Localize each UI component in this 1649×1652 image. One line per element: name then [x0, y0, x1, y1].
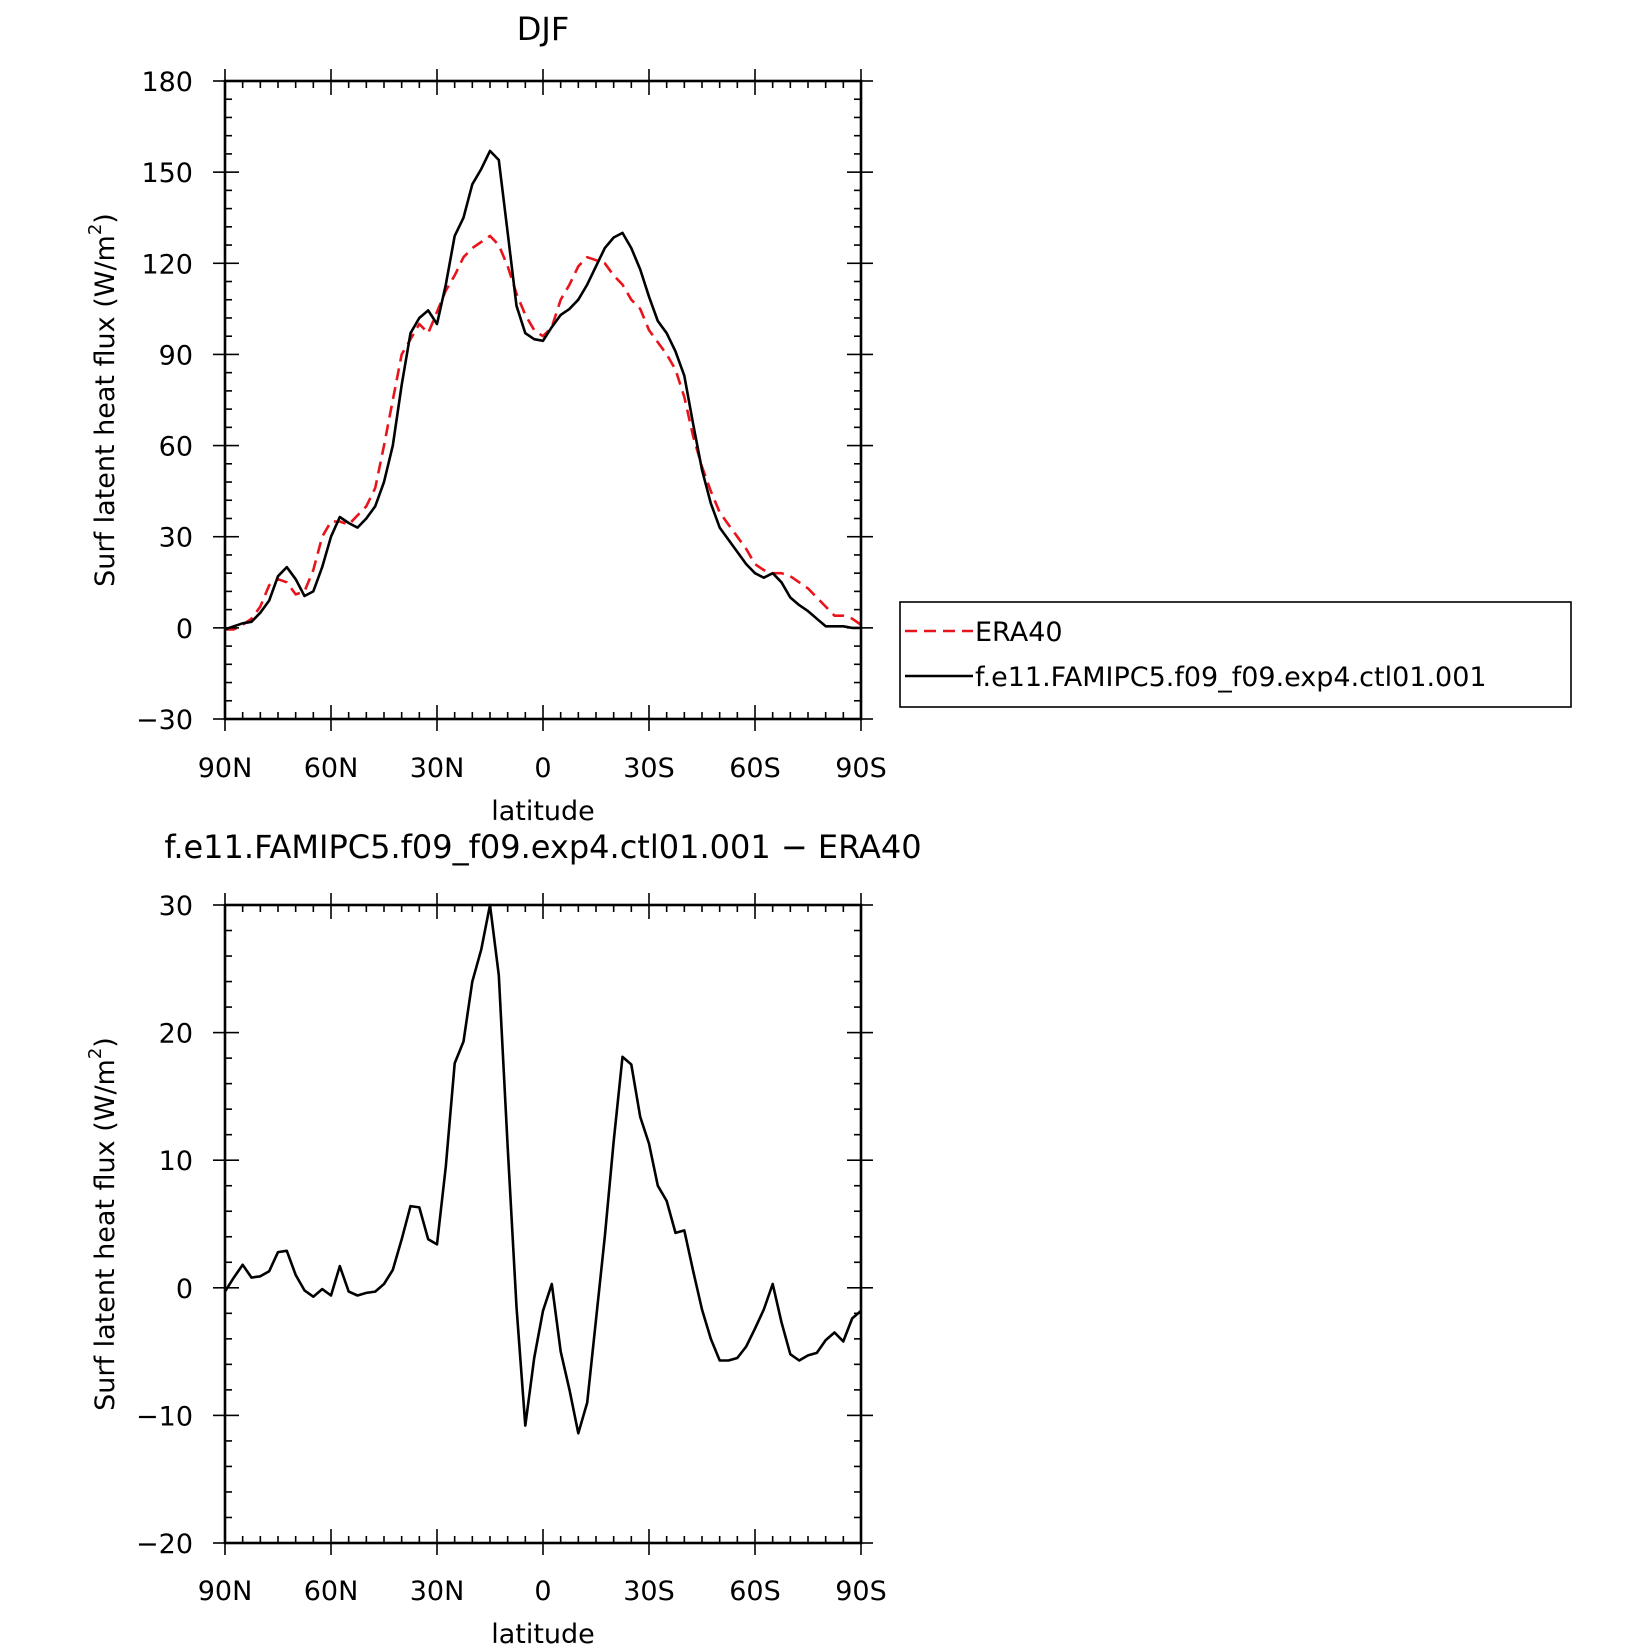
top-panel: DJF 90N 60N 30N 0 30S 60S 90S −30 0 30 60 90 120 150 1…	[85, 10, 887, 827]
top-y-tick-label: 30	[159, 523, 193, 554]
legend: ERA40 f.e11.FAMIPC5.f09_f09.exp4.ctl01.0…	[899, 601, 1572, 708]
legend-box	[899, 601, 1572, 708]
bottom-panel: f.e11.FAMIPC5.f09_f09.exp4.ctl01.001 − E…	[85, 828, 922, 1650]
legend-label-model: f.e11.FAMIPC5.f09_f09.exp4.ctl01.001	[975, 662, 1487, 693]
bottom-chart-title: f.e11.FAMIPC5.f09_f09.exp4.ctl01.001 − E…	[164, 828, 921, 866]
top-plot-frame	[223, 79, 863, 721]
bottom-x-tick-label: 0	[534, 1576, 551, 1607]
top-x-tick-label: 60S	[729, 753, 781, 784]
bottom-y-tick-label: −10	[136, 1401, 193, 1432]
top-y-tick-label: 120	[141, 249, 193, 280]
bottom-y-tick-label: 30	[159, 891, 193, 922]
bottom-x-tick-label: 60N	[304, 1576, 359, 1607]
bottom-y-tick-label: −20	[136, 1529, 193, 1560]
top-x-tick-label: 60N	[304, 753, 359, 784]
top-x-tick-label: 90S	[835, 753, 887, 784]
bottom-x-tick-label: 30S	[623, 1576, 675, 1607]
bottom-y-axis-label-main: Surf latent heat flux (W/m	[90, 1059, 121, 1411]
top-plot-area	[224, 149, 862, 631]
bottom-plot-area	[223, 903, 862, 1435]
top-y-tick-label: 150	[141, 158, 193, 189]
top-x-tick-label: 30S	[623, 753, 675, 784]
top-y-tick-label: 0	[176, 614, 193, 645]
bottom-axis-ticks: 90N 60N 30N 0 30S 60S 90S −20 −10 0 10 20 30	[136, 891, 887, 1607]
top-x-tick-label: 30N	[410, 753, 465, 784]
bottom-y-tick-label: 20	[159, 1019, 193, 1050]
top-x-axis-label: latitude	[491, 796, 595, 827]
top-y-tick-label: 180	[141, 67, 193, 98]
legend-label-era40: ERA40	[975, 617, 1063, 648]
bottom-y-axis-label-superscript: 2	[85, 1048, 106, 1059]
top-series-line-0	[225, 234, 862, 631]
bottom-x-tick-label: 90N	[198, 1576, 253, 1607]
top-series-line-1	[224, 149, 861, 631]
top-y-axis-label-close: )	[90, 213, 121, 224]
top-y-axis-label-main: Surf latent heat flux (W/m	[90, 235, 121, 587]
bottom-y-tick-label: 0	[176, 1274, 193, 1305]
bottom-x-tick-label: 30N	[410, 1576, 465, 1607]
top-y-tick-label: −30	[136, 705, 193, 736]
top-y-tick-label: 90	[159, 340, 193, 371]
bottom-y-tick-label: 10	[159, 1146, 193, 1177]
top-y-axis-label-superscript: 2	[85, 224, 106, 235]
bottom-y-axis-label-close: )	[90, 1037, 121, 1048]
top-chart-title: DJF	[517, 10, 569, 48]
bottom-x-axis-label: latitude	[491, 1619, 595, 1650]
bottom-plot-frame	[223, 903, 863, 1545]
top-y-axis-label: Surf latent heat flux (W/m2)	[85, 213, 121, 587]
top-y-tick-label: 60	[159, 432, 193, 463]
top-axis-ticks: 90N 60N 30N 0 30S 60S 90S −30 0 30 60 90 120 150 180	[136, 67, 887, 784]
bottom-series-line-0	[223, 903, 862, 1435]
top-x-tick-label: 0	[534, 753, 551, 784]
bottom-x-tick-label: 60S	[729, 1576, 781, 1607]
bottom-x-tick-label: 90S	[835, 1576, 887, 1607]
top-x-tick-label: 90N	[198, 753, 253, 784]
bottom-y-axis-label: Surf latent heat flux (W/m2)	[85, 1037, 121, 1411]
